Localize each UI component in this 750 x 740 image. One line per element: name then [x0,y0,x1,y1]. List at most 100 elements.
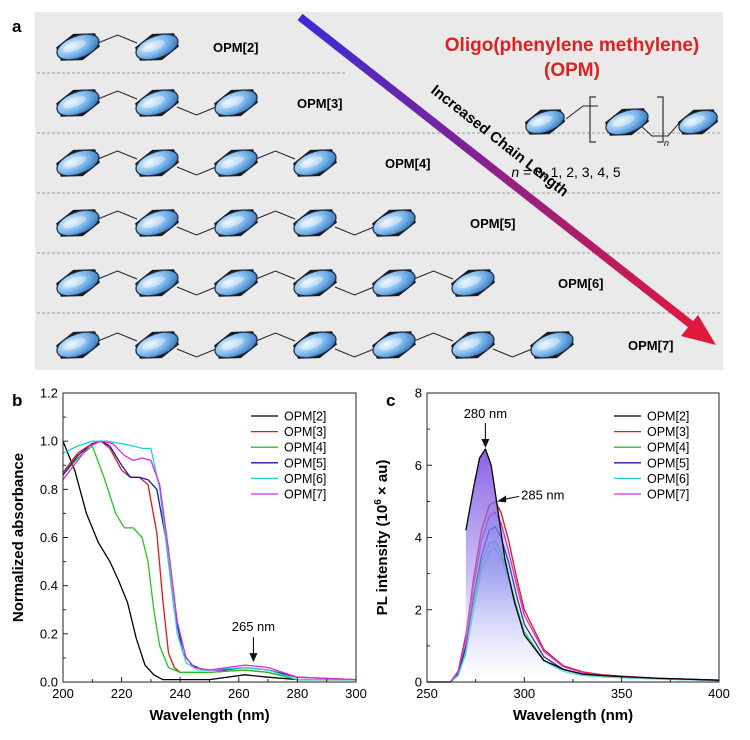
molecule-rows: OPM[2] OPM[3] OPM[4] OPM[5] OPM[6] OPM[7] [37,33,720,359]
legend-label: OPM[3] [647,425,689,439]
benzene-ring [214,331,258,359]
panel-b: b 200 220 240 260 280 300 0.0 0.2 0.4 0.6 0.8 1.0 1.… [10,386,367,725]
series-line-OPM[2] [62,440,356,681]
benzene-ring [293,331,337,359]
molecule-OPM[2]: OPM[2] [56,33,259,61]
benzene-ring [677,109,719,135]
benzene-ring [135,149,179,177]
y-tick-label: 0.0 [40,675,58,690]
legend-label: OPM[6] [647,472,689,486]
y-tick-label: 6 [415,458,422,473]
methylene-bond [97,332,138,342]
benzene-ring [56,209,100,237]
y-tick-label: 0.4 [40,578,58,593]
bracket-right [657,96,664,143]
series-fill-OPM[2] [465,449,719,682]
legend: OPM[2]OPM[3] OPM[4]OPM[5] OPM[6] OPM[7] [251,410,326,502]
benzene-ring [135,209,179,237]
series-line-OPM[7] [62,440,357,681]
opm-title: Oligo(phenylene methylene) [445,35,699,56]
y-tick-label: 8 [415,386,422,401]
benzene-ring [135,33,179,61]
panel-c: c 250 300 350 400 0 2 4 6 8 Wavelength (nm) PL int… [373,386,730,725]
methylene-bond [334,286,375,296]
benzene-ring [214,209,258,237]
molecule-OPM[4]: OPM[4] [56,149,431,177]
benzene-ring [293,209,337,237]
y-tick-label: 1.0 [40,434,58,449]
series-line-OPM[4] [62,445,356,681]
series-group [62,440,357,681]
benzene-ring [135,331,179,359]
x-tick-label: 200 [52,686,74,701]
n-values-list: = 0, 1, 2, 3, 4, 5 [519,164,621,180]
annotation-label: 265 nm [232,619,275,634]
benzene-ring [293,269,337,297]
opm-title-abbrev: (OPM) [544,60,600,81]
general-structure [524,96,719,143]
methylene-bond [255,150,296,160]
molecule-label: OPM[6] [558,276,604,291]
pl-intensity-chart: 250 300 350 400 0 2 4 6 8 Wavelength (nm) PL inten… [373,386,730,725]
benzene-ring [605,108,649,136]
y-tick-label: 2 [415,602,422,617]
molecule-label: OPM[7] [628,338,674,353]
molecule-OPM[3]: OPM[3] [56,89,343,117]
y-tick-label: 1.2 [40,386,58,401]
benzene-ring [372,331,416,359]
legend-label: OPM[4] [284,441,326,455]
y-tick-label: 4 [415,530,422,545]
benzene-ring [56,331,100,359]
y-axis-label: PL intensity (106 × au) [373,460,391,616]
methylene-bond [97,34,138,44]
benzene-ring [214,89,258,117]
series-group [427,448,720,683]
benzene-ring [451,331,495,359]
molecule-OPM[7]: OPM[7] [56,331,674,359]
annotation-label: 285 nm [521,487,564,502]
benzene-ring [451,269,495,297]
benzene-ring [214,269,258,297]
legend-label: OPM[6] [284,472,326,486]
benzene-ring [530,331,574,359]
benzene-ring [135,269,179,297]
x-tick-label: 280 [287,686,309,701]
legend-label: OPM[3] [284,425,326,439]
arrow-head [681,315,716,345]
methylene-bond [97,270,138,280]
y-axis-label: Normalized absorbance [10,453,27,622]
benzene-ring [56,269,100,297]
bracket-left [589,96,596,143]
benzene-ring [56,33,100,61]
methylene-bond [334,226,375,236]
annotation-arrowhead [497,495,507,503]
x-axis-label: Wavelength (nm) [149,707,269,724]
y-label-sup: 6 [373,499,384,505]
methylene-bond [413,332,454,342]
methylene-bond [176,286,217,296]
molecule-label: OPM[3] [297,96,343,111]
series-line-OPM[2] [465,448,720,681]
methylene-bond [97,150,138,160]
benzene-ring [214,149,258,177]
benzene-ring [56,149,100,177]
molecule-OPM[5]: OPM[5] [56,209,516,237]
repeat-subscript: n [664,138,669,148]
panel-a-background [35,12,723,370]
methylene-bond [97,90,138,100]
methylene-bond [255,270,296,280]
benzene-ring [372,209,416,237]
methylene-bond [176,166,217,176]
y-label-tail: × au) [374,460,391,500]
x-tick-label: 400 [708,686,730,701]
x-tick-label: 300 [513,686,535,701]
methylene-bond [334,348,375,358]
methylene-bond [255,332,296,342]
annotation-label: 280 nm [464,406,507,421]
y-tick-label: 0.6 [40,530,58,545]
benzene-ring [135,89,179,117]
legend-label: OPM[5] [647,456,689,470]
legend-label: OPM[7] [647,488,689,502]
y-tick-label: 0.2 [40,626,58,641]
